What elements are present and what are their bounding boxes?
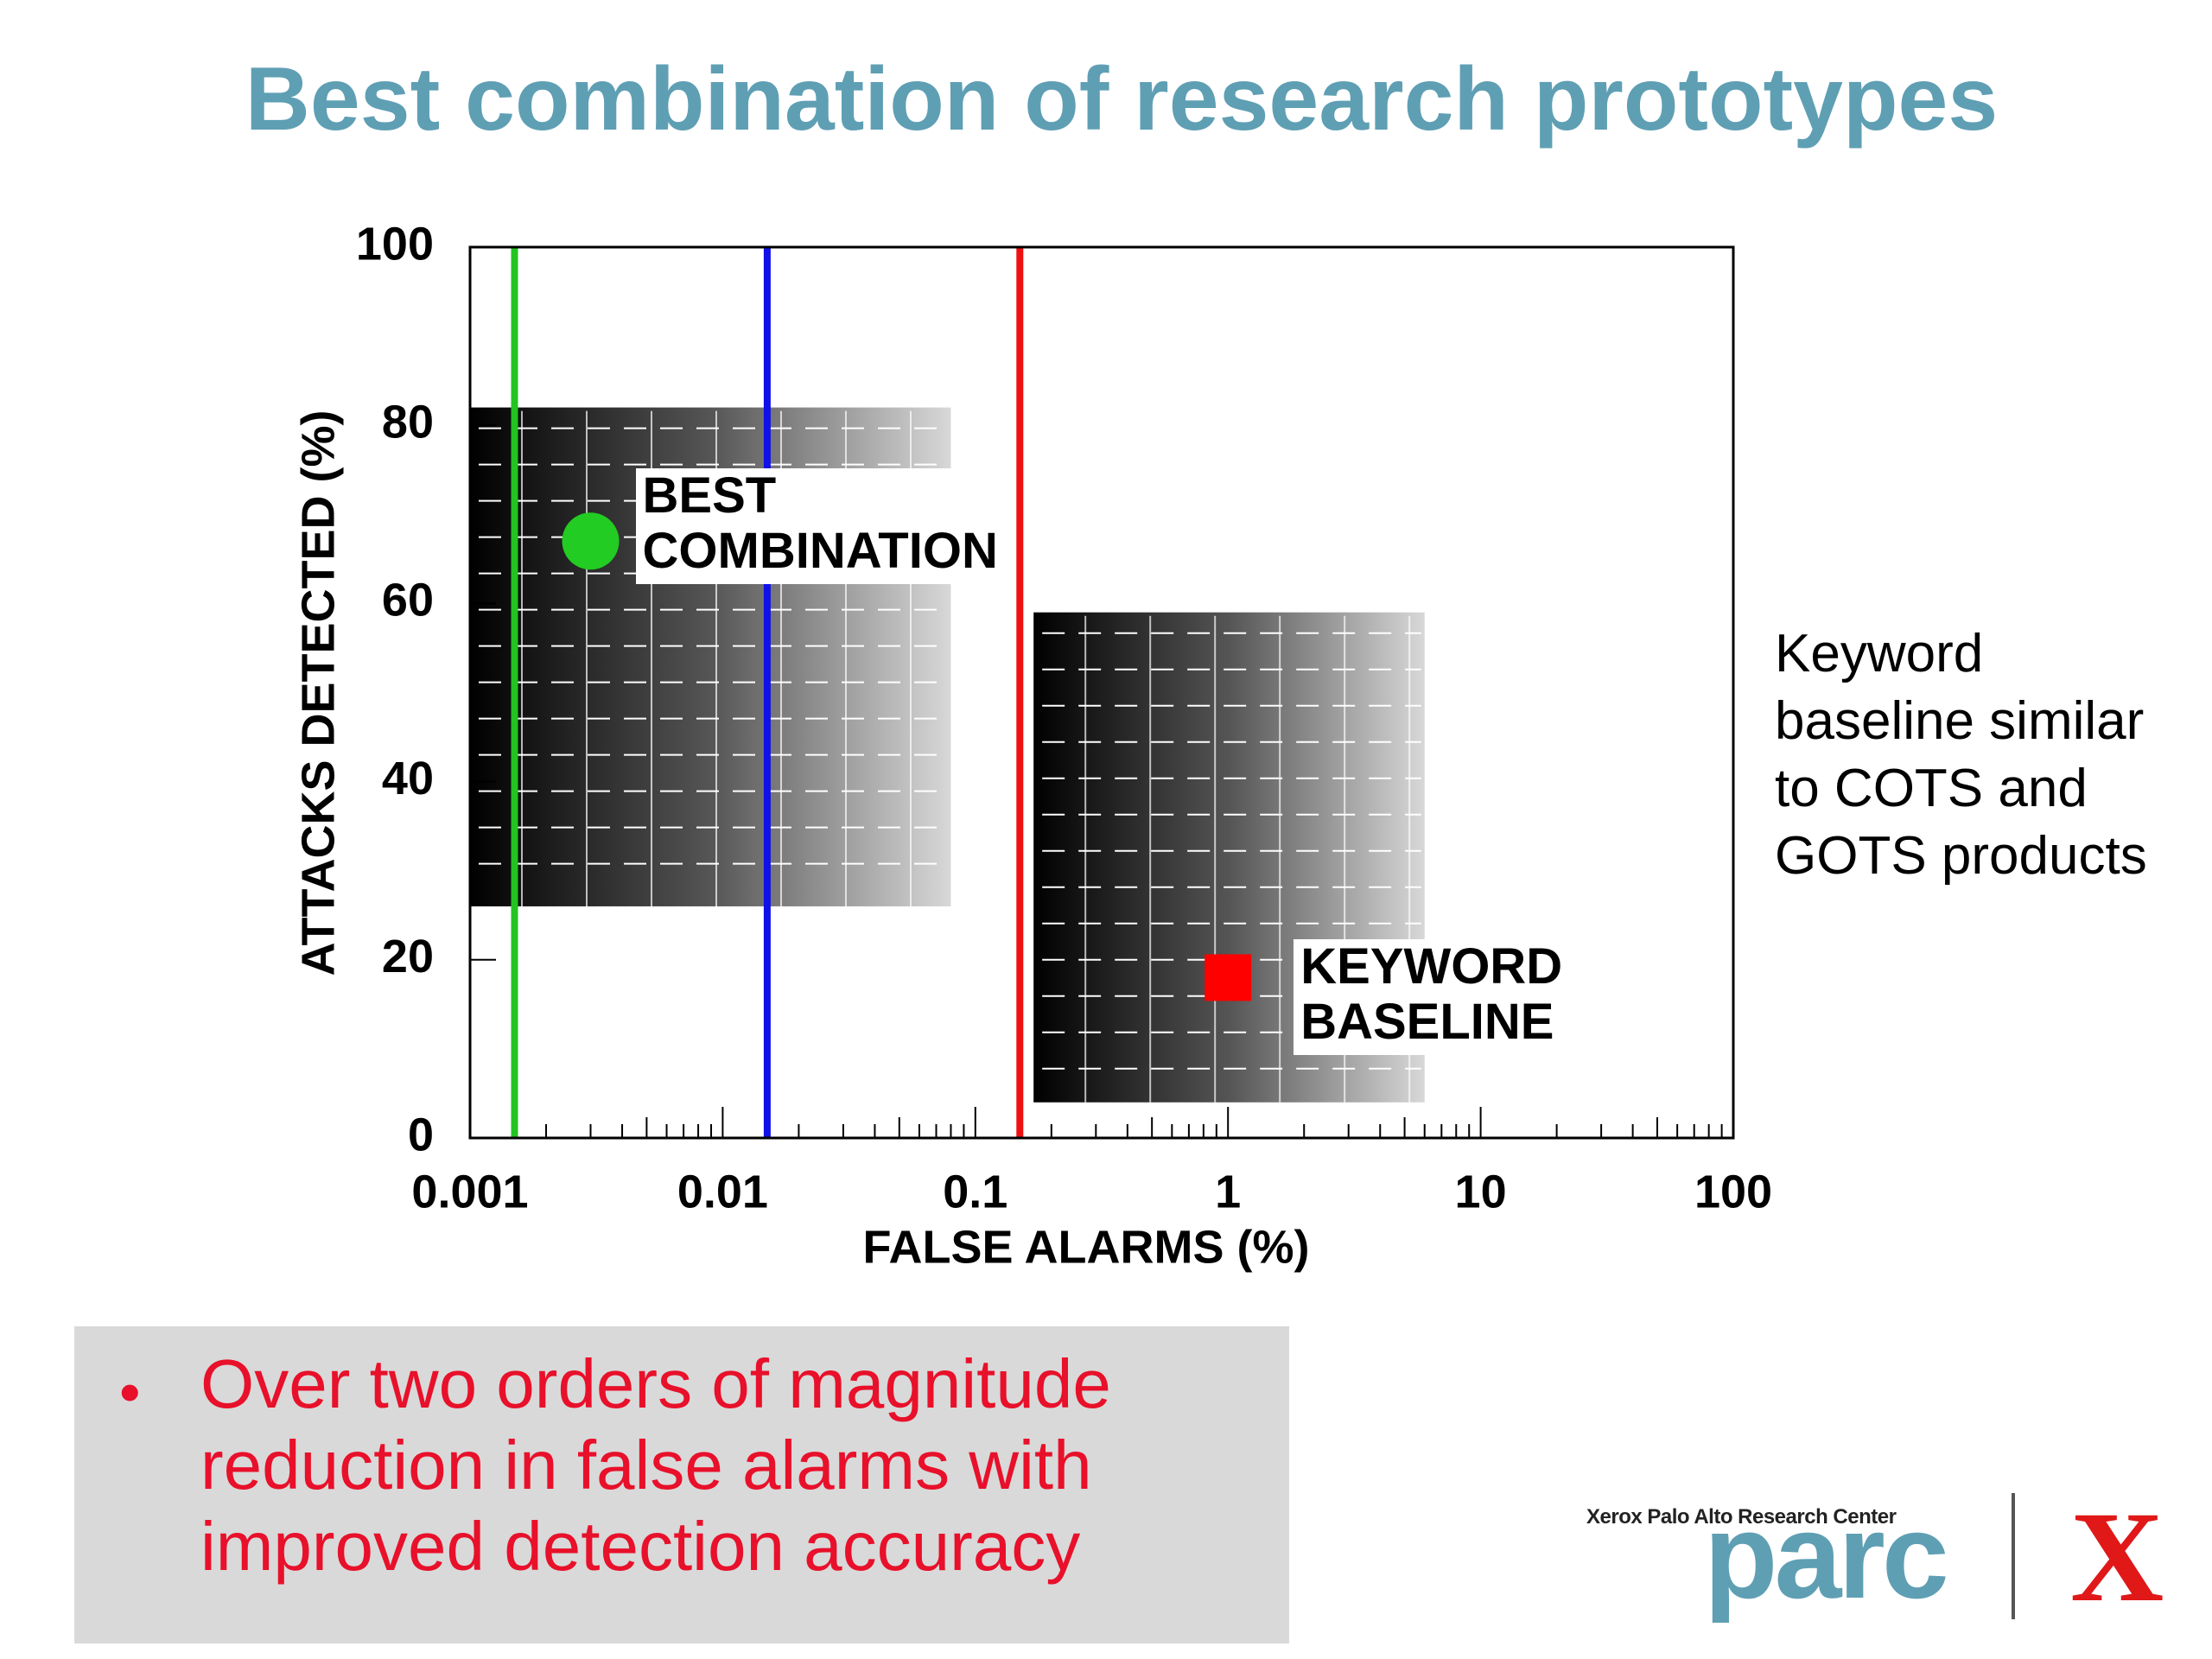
point xyxy=(562,512,620,570)
side-note: Keyword baseline similar to COTS and GOT… xyxy=(1775,624,2147,886)
x-tick-label: 10 xyxy=(1455,1166,1507,1217)
y-axis-label: ATTACKS DETECTED (%) xyxy=(292,410,344,976)
logo-divider xyxy=(2012,1493,2015,1619)
point xyxy=(1205,954,1252,1001)
logo-caption: Xerox Palo Alto Research Center xyxy=(1586,1505,1897,1529)
logo-name: parc xyxy=(1704,1488,1949,1624)
x-axis-label: FALSE ALARMS (%) xyxy=(863,1221,1310,1273)
point-label: BEST COMBINATION xyxy=(635,468,1005,585)
y-tick-label: 40 xyxy=(382,753,434,804)
x-tick-label: 100 xyxy=(1694,1166,1772,1217)
point-label: KEYWORD BASELINE xyxy=(1294,939,1570,1056)
x-tick-label: 0.01 xyxy=(677,1166,768,1217)
bullet-text: Over two orders of magnitude reduction i… xyxy=(200,1345,1111,1585)
slide-title: Best combination of research prototypes xyxy=(245,49,1999,149)
plot-frame xyxy=(468,245,1735,1140)
x-tick-label: 0.001 xyxy=(411,1166,528,1217)
x-tick-label: 0.1 xyxy=(943,1166,1007,1217)
x-tick-label: 1 xyxy=(1215,1166,1241,1217)
bullet-dot: • xyxy=(119,1358,141,1426)
y-tick-label: 100 xyxy=(356,218,434,270)
y-tick-label: 0 xyxy=(408,1109,434,1160)
y-tick-label: 20 xyxy=(382,931,434,982)
bullet-box: • Over two orders of magnitude reduction… xyxy=(74,1326,1289,1643)
y-tick-label: 80 xyxy=(382,396,434,448)
logo-mark: X xyxy=(2070,1485,2164,1629)
y-tick-label: 60 xyxy=(382,575,434,626)
